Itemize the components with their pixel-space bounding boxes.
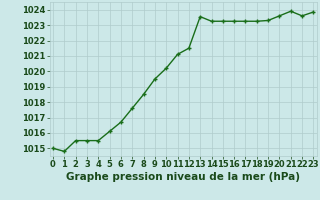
X-axis label: Graphe pression niveau de la mer (hPa): Graphe pression niveau de la mer (hPa) bbox=[66, 172, 300, 182]
